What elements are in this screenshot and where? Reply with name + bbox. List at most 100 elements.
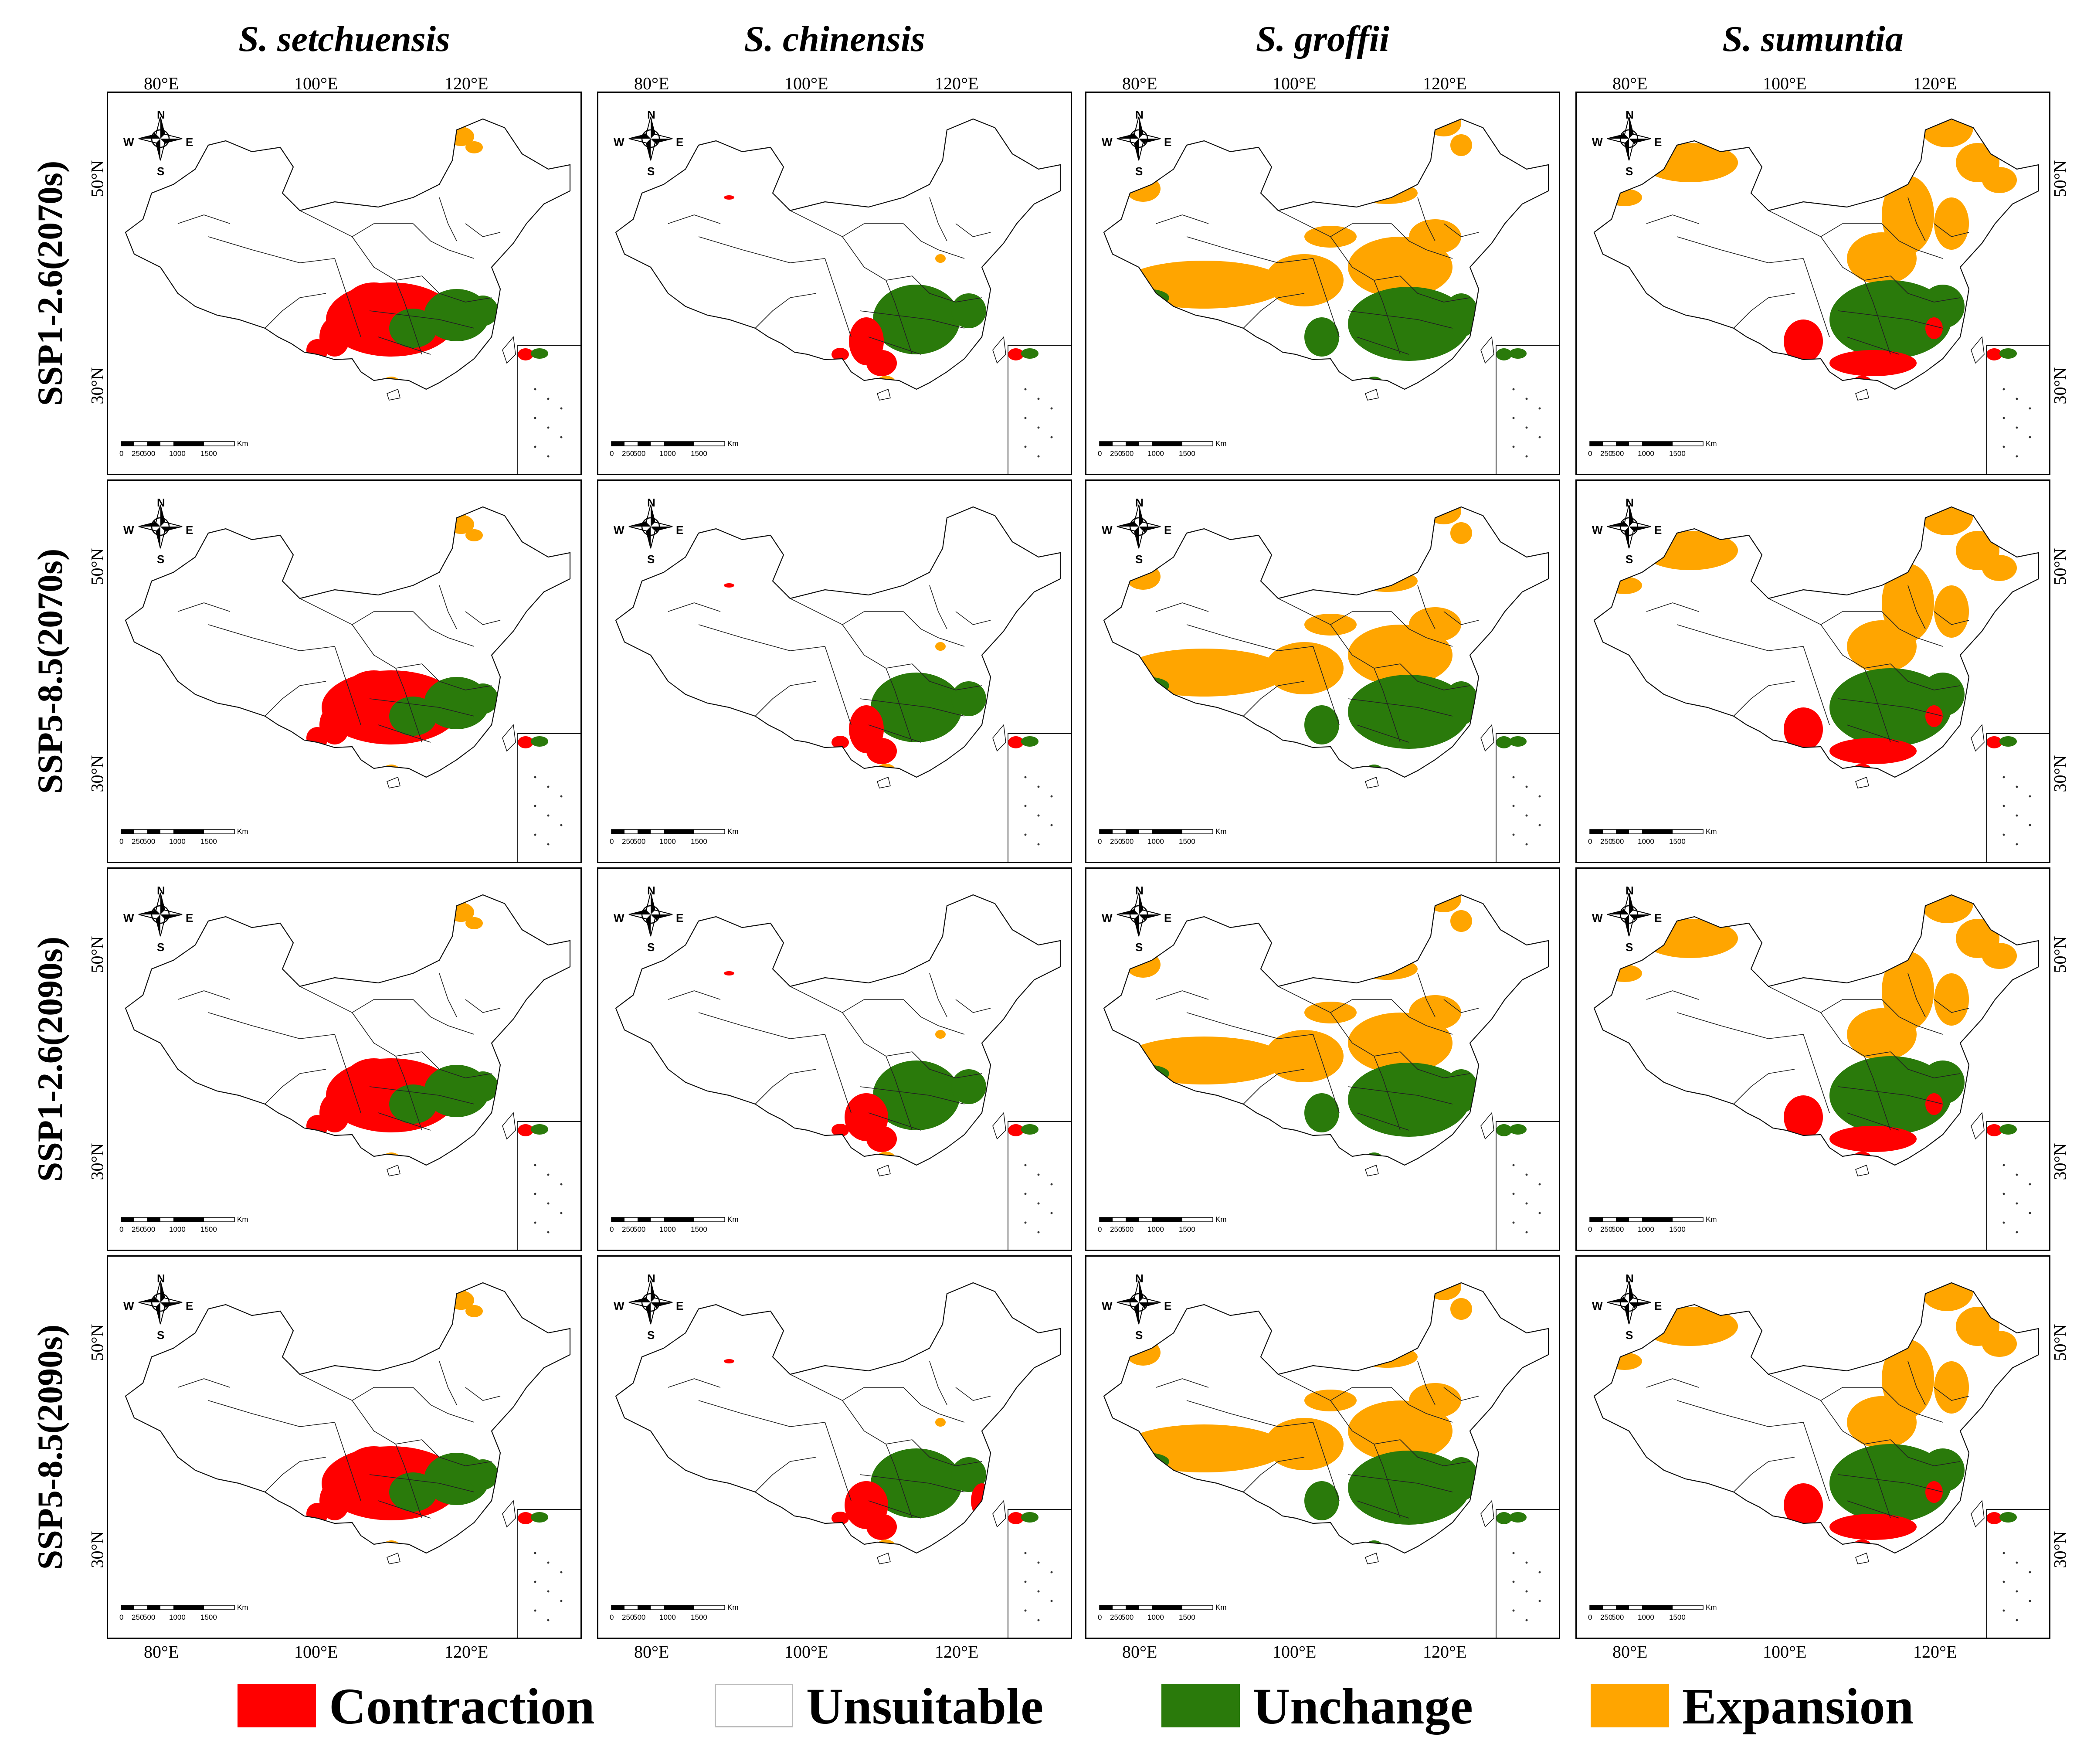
north-arrow-icon (628, 1280, 673, 1325)
range-patch (1829, 738, 1917, 764)
province-boundary (1356, 1500, 1409, 1519)
inset-island (1050, 436, 1053, 438)
scale-unit: Km (727, 1603, 739, 1611)
inset-island (547, 426, 550, 429)
inset-island (1037, 1231, 1040, 1234)
province-boundary (903, 223, 965, 259)
island (1365, 776, 1379, 789)
island (877, 1164, 891, 1176)
province-boundary (1820, 236, 1891, 281)
inset-island (534, 1164, 536, 1166)
latitude-tick: 50°N (87, 1324, 107, 1361)
map-panel: N S E W 0 250 500 1000 1500 Km (107, 479, 582, 863)
compass-letter: S (647, 941, 655, 954)
longitude-tick: 80°E (1122, 1642, 1157, 1662)
inset-island (534, 1580, 536, 1583)
inset-island (1024, 805, 1027, 807)
province-boundary (1934, 1387, 1969, 1401)
province-boundary (265, 681, 326, 717)
range-layer (306, 895, 548, 1165)
scale-label: 500 (1612, 1613, 1624, 1621)
province-boundary (1864, 1444, 1891, 1519)
range-patch (1126, 1339, 1161, 1366)
scale-bar (1589, 829, 1704, 834)
range-patch (1921, 1060, 1965, 1104)
map-panel: N S E W 0 250 500 1000 1500 Km (1085, 1255, 1560, 1639)
compass-letter: S (1135, 941, 1143, 954)
north-arrow-icon (138, 116, 183, 161)
inset-island (560, 407, 563, 410)
province-boundary (413, 999, 475, 1035)
north-arrow-icon (1607, 892, 1651, 937)
inset-island (534, 1609, 536, 1612)
compass-letter: S (157, 941, 165, 954)
range-patch (1853, 1540, 1872, 1553)
compass-letter: S (1626, 941, 1633, 954)
range-patch (951, 681, 986, 716)
distribution-map (611, 892, 1071, 1250)
inset-island (1512, 445, 1515, 448)
inset-island (2002, 1580, 2005, 1583)
scale-unit: Km (1706, 1603, 1717, 1611)
compass-letter: S (1626, 553, 1633, 566)
province-boundary (1907, 197, 1926, 241)
province-boundary (1243, 681, 1305, 717)
province-boundary (929, 197, 947, 241)
inset-island (534, 1193, 536, 1195)
range-patch (1509, 1512, 1527, 1523)
inset-island (1037, 426, 1040, 429)
range-patch (1853, 764, 1872, 778)
province-boundary (369, 1086, 475, 1105)
province-boundary (1313, 1034, 1340, 1113)
north-arrow-icon (1607, 1280, 1651, 1325)
island (1365, 1164, 1379, 1176)
range-patch (1934, 973, 1969, 1026)
scale-label: 0 (610, 837, 614, 846)
province-boundary (265, 1457, 326, 1492)
longitude-tick: 100°E (1763, 74, 1807, 93)
scale-label: 1000 (169, 1613, 186, 1621)
compass-letter: N (1135, 496, 1144, 509)
inset-island (2016, 455, 2018, 458)
country-boundary (125, 1282, 571, 1554)
province-boundary (1890, 275, 1961, 302)
range-patch (1829, 350, 1917, 376)
inset-island (2002, 417, 2005, 419)
scale-label: 1500 (691, 1613, 707, 1621)
scale-label: 1500 (691, 1225, 707, 1234)
scale-bar (1589, 441, 1704, 446)
scale-label: 1000 (659, 837, 676, 846)
inset-island (1024, 833, 1027, 836)
inset-island (534, 833, 536, 836)
north-arrow-icon (1117, 504, 1161, 549)
province-boundary (1356, 724, 1409, 743)
range-patch (831, 1512, 849, 1525)
scale-label: 0 (610, 449, 614, 458)
range-patch (935, 254, 946, 263)
map-panel: N S E W 0 250 500 1000 1500 Km (1085, 92, 1560, 475)
range-patch (1982, 167, 2017, 193)
compass-letter: N (647, 884, 655, 897)
compass-letter: E (1654, 911, 1662, 924)
column-title: S. chinensis (744, 19, 925, 59)
scale-label: 500 (143, 837, 156, 846)
inset-island (2002, 805, 2005, 807)
inset-island (1538, 795, 1541, 798)
compass-letter: N (157, 108, 165, 121)
range-patch (1008, 736, 1024, 748)
province-boundary (1186, 1012, 1313, 1039)
compass-letter: S (157, 1329, 165, 1342)
map-panel: N S E W 0 250 500 1000 1500 Km (597, 867, 1072, 1251)
inset-island (1037, 1202, 1040, 1205)
map-panel: N S E W 0 250 500 1000 1500 Km (1575, 1255, 2050, 1639)
range-patch (1999, 1512, 2017, 1523)
province-boundary (1443, 611, 1479, 625)
province-boundary (912, 275, 982, 302)
province-boundary (1313, 258, 1340, 337)
range-patch (1450, 910, 1472, 932)
island (877, 1552, 891, 1564)
range-patch (1426, 895, 1461, 912)
scale-bar (121, 1605, 235, 1610)
province-boundary (859, 1474, 965, 1492)
province-boundary (378, 1500, 431, 1519)
